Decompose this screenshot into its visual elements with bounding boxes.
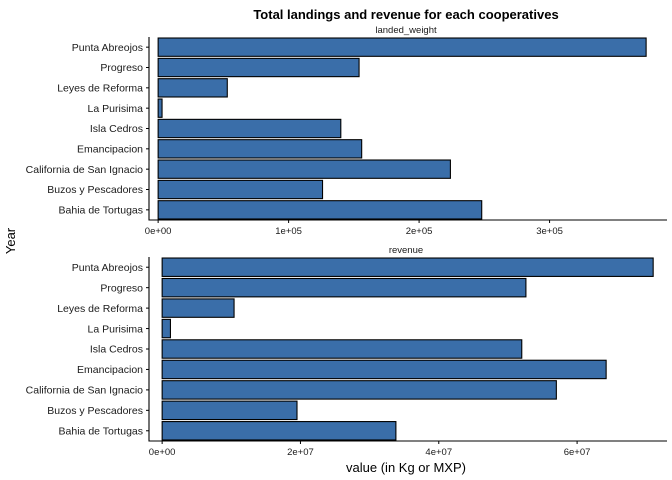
bar-emancipacion — [161, 359, 607, 380]
x-tick-label: 1e+05 — [275, 226, 302, 237]
category-label: Emancipacion — [77, 144, 143, 156]
bar-california-de-san-ignacio — [161, 380, 557, 400]
bar-progreso — [157, 57, 360, 78]
category-label: Buzos y Pescadores — [47, 405, 143, 417]
x-axis-label: value (in Kg or MXP) — [346, 460, 466, 475]
panel-landed-weight: landed_weight Bahia de Tortugas Buzos y P… — [26, 25, 667, 237]
category-label: Progreso — [100, 282, 143, 294]
x-tick-label: 4e+07 — [425, 447, 452, 458]
bar-progreso — [161, 277, 527, 298]
category-label: Isla Cedros — [90, 123, 143, 135]
bar-buzos-y-pescadores — [157, 179, 324, 200]
chart-title: Total landings and revenue for each coop… — [253, 7, 558, 22]
bar-emancipacion — [157, 139, 363, 159]
bar-la-purisima — [157, 98, 163, 118]
bar-isla-cedros — [161, 339, 523, 359]
category-label: Punta Abreojos — [72, 262, 143, 274]
bar-bahia-de-tortugas — [161, 421, 397, 441]
x-tick-label: 0e+00 — [149, 447, 176, 458]
x-tick-label: 0e+00 — [145, 226, 172, 237]
bar-isla-cedros — [157, 118, 342, 139]
x-tick-label: 2e+07 — [287, 447, 314, 458]
panel-strip-label: revenue — [389, 245, 423, 256]
category-label: Buzos y Pescadores — [47, 184, 143, 196]
category-label: Isla Cedros — [90, 344, 143, 356]
category-label: Progreso — [100, 62, 143, 74]
x-tick-label: 2e+05 — [406, 226, 433, 237]
bar-buzos-y-pescadores — [161, 400, 298, 421]
panel-axes — [148, 37, 667, 221]
category-label: La Purisima — [88, 103, 144, 115]
bar-california-de-san-ignacio — [157, 159, 451, 179]
bar-bahia-de-tortugas — [157, 200, 483, 220]
bar-la-purisima — [161, 318, 171, 339]
panel-axes — [148, 257, 667, 442]
x-tick-label: 3e+05 — [536, 226, 563, 237]
panel-revenue: revenue Bahia de Tortugas Buzos y Pescado… — [26, 245, 667, 458]
bar-punta-abreojos — [157, 37, 647, 57]
x-tick-label: 6e+07 — [564, 447, 591, 458]
category-label: Leyes de Reforma — [57, 83, 143, 95]
bar-leyes-de-reforma — [157, 78, 228, 98]
bar-leyes-de-reforma — [161, 298, 235, 318]
panel-strip-label: landed_weight — [375, 25, 437, 36]
category-label: Bahia de Tortugas — [59, 425, 143, 437]
category-label: California de San Ignacio — [26, 385, 143, 397]
category-label: Leyes de Reforma — [57, 303, 143, 315]
category-label: Bahia de Tortugas — [59, 205, 143, 217]
category-label: Emancipacion — [77, 364, 143, 376]
category-label: California de San Ignacio — [26, 164, 143, 176]
category-label: Punta Abreojos — [72, 42, 143, 54]
category-label: La Purisima — [88, 323, 144, 335]
y-axis-label: Year — [3, 227, 18, 254]
bar-punta-abreojos — [161, 257, 654, 277]
